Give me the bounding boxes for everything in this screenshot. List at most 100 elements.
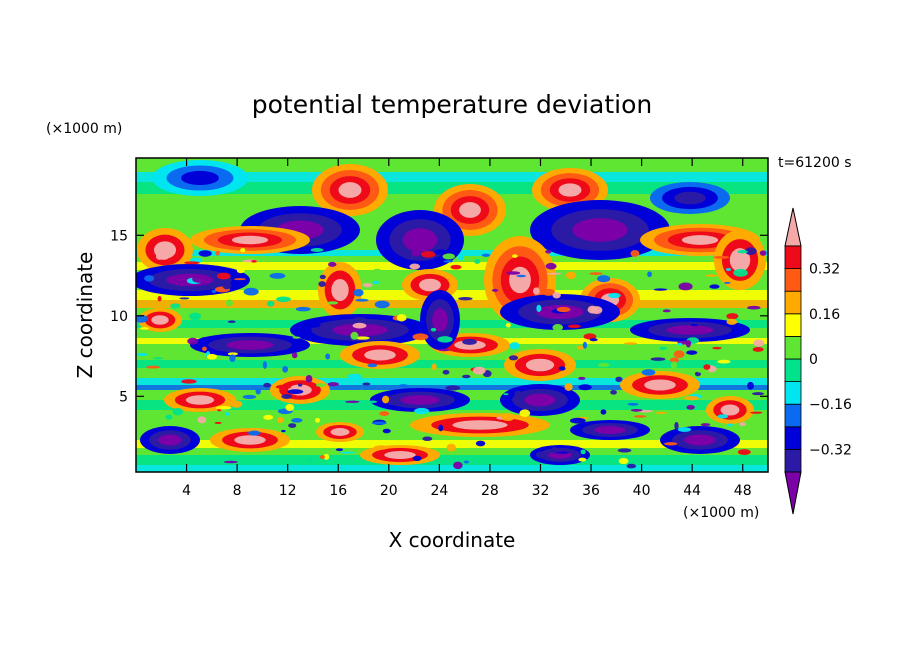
x-tick-label: 8 — [233, 483, 242, 499]
field-contour — [459, 202, 481, 218]
field-speckle — [242, 394, 257, 399]
field-speckle — [315, 383, 326, 387]
field-speckle — [669, 357, 679, 363]
field-band — [136, 290, 768, 300]
field-speckle — [215, 250, 220, 256]
x-tick-label: 32 — [532, 483, 550, 499]
field-speckle — [670, 361, 678, 369]
field-speckle — [144, 275, 155, 282]
field-speckle — [578, 384, 592, 391]
field-speckle — [453, 461, 463, 470]
field-speckle — [587, 305, 598, 314]
field-speckle — [580, 449, 586, 455]
field-speckle — [442, 253, 455, 260]
field-contour — [384, 451, 416, 459]
field-speckle — [189, 312, 202, 321]
field-band — [136, 378, 768, 385]
field-speckle — [445, 385, 461, 391]
field-speckle — [285, 403, 295, 412]
field-contour — [525, 358, 555, 372]
field-speckle — [362, 282, 373, 288]
field-speckle — [576, 345, 585, 350]
field-speckle — [555, 451, 569, 454]
field-speckle — [398, 384, 409, 388]
y-tick-label: 5 — [119, 389, 128, 405]
field-speckle — [536, 304, 542, 313]
field-speckle — [318, 281, 326, 287]
colorbar-segment — [784, 358, 802, 383]
field-speckle — [662, 309, 671, 313]
field-speckle — [146, 365, 161, 369]
x-tick-label: 12 — [279, 483, 297, 499]
field-speckle — [547, 272, 562, 275]
colorbar-tick-label: 0.16 — [809, 307, 840, 323]
field-speckle — [276, 296, 291, 303]
field-speckle — [243, 287, 259, 296]
field-contour — [594, 426, 626, 434]
field-speckle — [597, 275, 611, 283]
field-speckle — [349, 271, 356, 275]
field-speckle — [737, 449, 751, 455]
field-contour — [454, 340, 486, 350]
field-contour — [338, 182, 362, 198]
field-speckle — [347, 373, 362, 380]
field-contour — [572, 218, 628, 242]
field-speckle — [626, 463, 637, 469]
field-speckle — [443, 260, 454, 263]
field-speckle — [615, 376, 623, 383]
field-speckle — [437, 336, 453, 343]
field-speckle — [703, 364, 711, 370]
field-speckle — [172, 407, 184, 416]
field-speckle — [610, 389, 617, 395]
field-speckle — [335, 448, 344, 452]
field-speckle — [472, 366, 486, 375]
field-speckle — [690, 323, 698, 327]
field-speckle — [481, 253, 491, 257]
colorbar-segment — [784, 245, 802, 270]
field-band — [136, 455, 768, 465]
field-speckle — [475, 440, 486, 447]
field-speckle — [233, 278, 246, 281]
colorbar-extend-bottom — [784, 471, 802, 515]
field-speckle — [608, 292, 621, 299]
field-speckle — [491, 288, 499, 292]
field-band — [136, 360, 768, 368]
field-speckle — [659, 346, 667, 350]
field-speckle — [655, 411, 667, 415]
field-speckle — [641, 369, 656, 376]
x-tick-label: 4 — [182, 483, 191, 499]
field-speckle — [458, 297, 473, 301]
field-speckle — [214, 421, 222, 424]
field-contour — [509, 266, 531, 294]
field-contour — [729, 248, 751, 272]
field-speckle — [747, 305, 761, 310]
field-speckle — [371, 421, 387, 425]
x-tick-label: 28 — [481, 483, 499, 499]
field-speckle — [617, 448, 632, 453]
field-contour — [452, 420, 508, 430]
field-speckle — [367, 363, 378, 368]
colorbar-extend-top — [784, 207, 802, 247]
y-tick-label: 15 — [110, 228, 128, 244]
field-contour — [231, 235, 269, 245]
field-speckle — [353, 289, 364, 297]
field-speckle — [653, 288, 668, 291]
field-speckle — [411, 249, 421, 257]
field-speckle — [292, 336, 301, 339]
chart-title: potential temperature deviation — [252, 90, 652, 119]
field-speckle — [262, 361, 268, 369]
field-speckle — [165, 414, 173, 420]
field-speckle — [589, 338, 598, 342]
field-speckle — [255, 388, 261, 395]
field-speckle — [650, 357, 666, 361]
field-speckle — [564, 383, 573, 391]
colorbar-segment — [784, 335, 802, 360]
field-speckle — [664, 442, 678, 446]
field-speckle — [634, 415, 647, 418]
field-contour — [674, 191, 706, 205]
colorbar-tick-label: 0 — [809, 352, 818, 368]
field-speckle — [240, 279, 248, 285]
field-speckle — [344, 400, 360, 403]
field-contour — [432, 308, 448, 332]
